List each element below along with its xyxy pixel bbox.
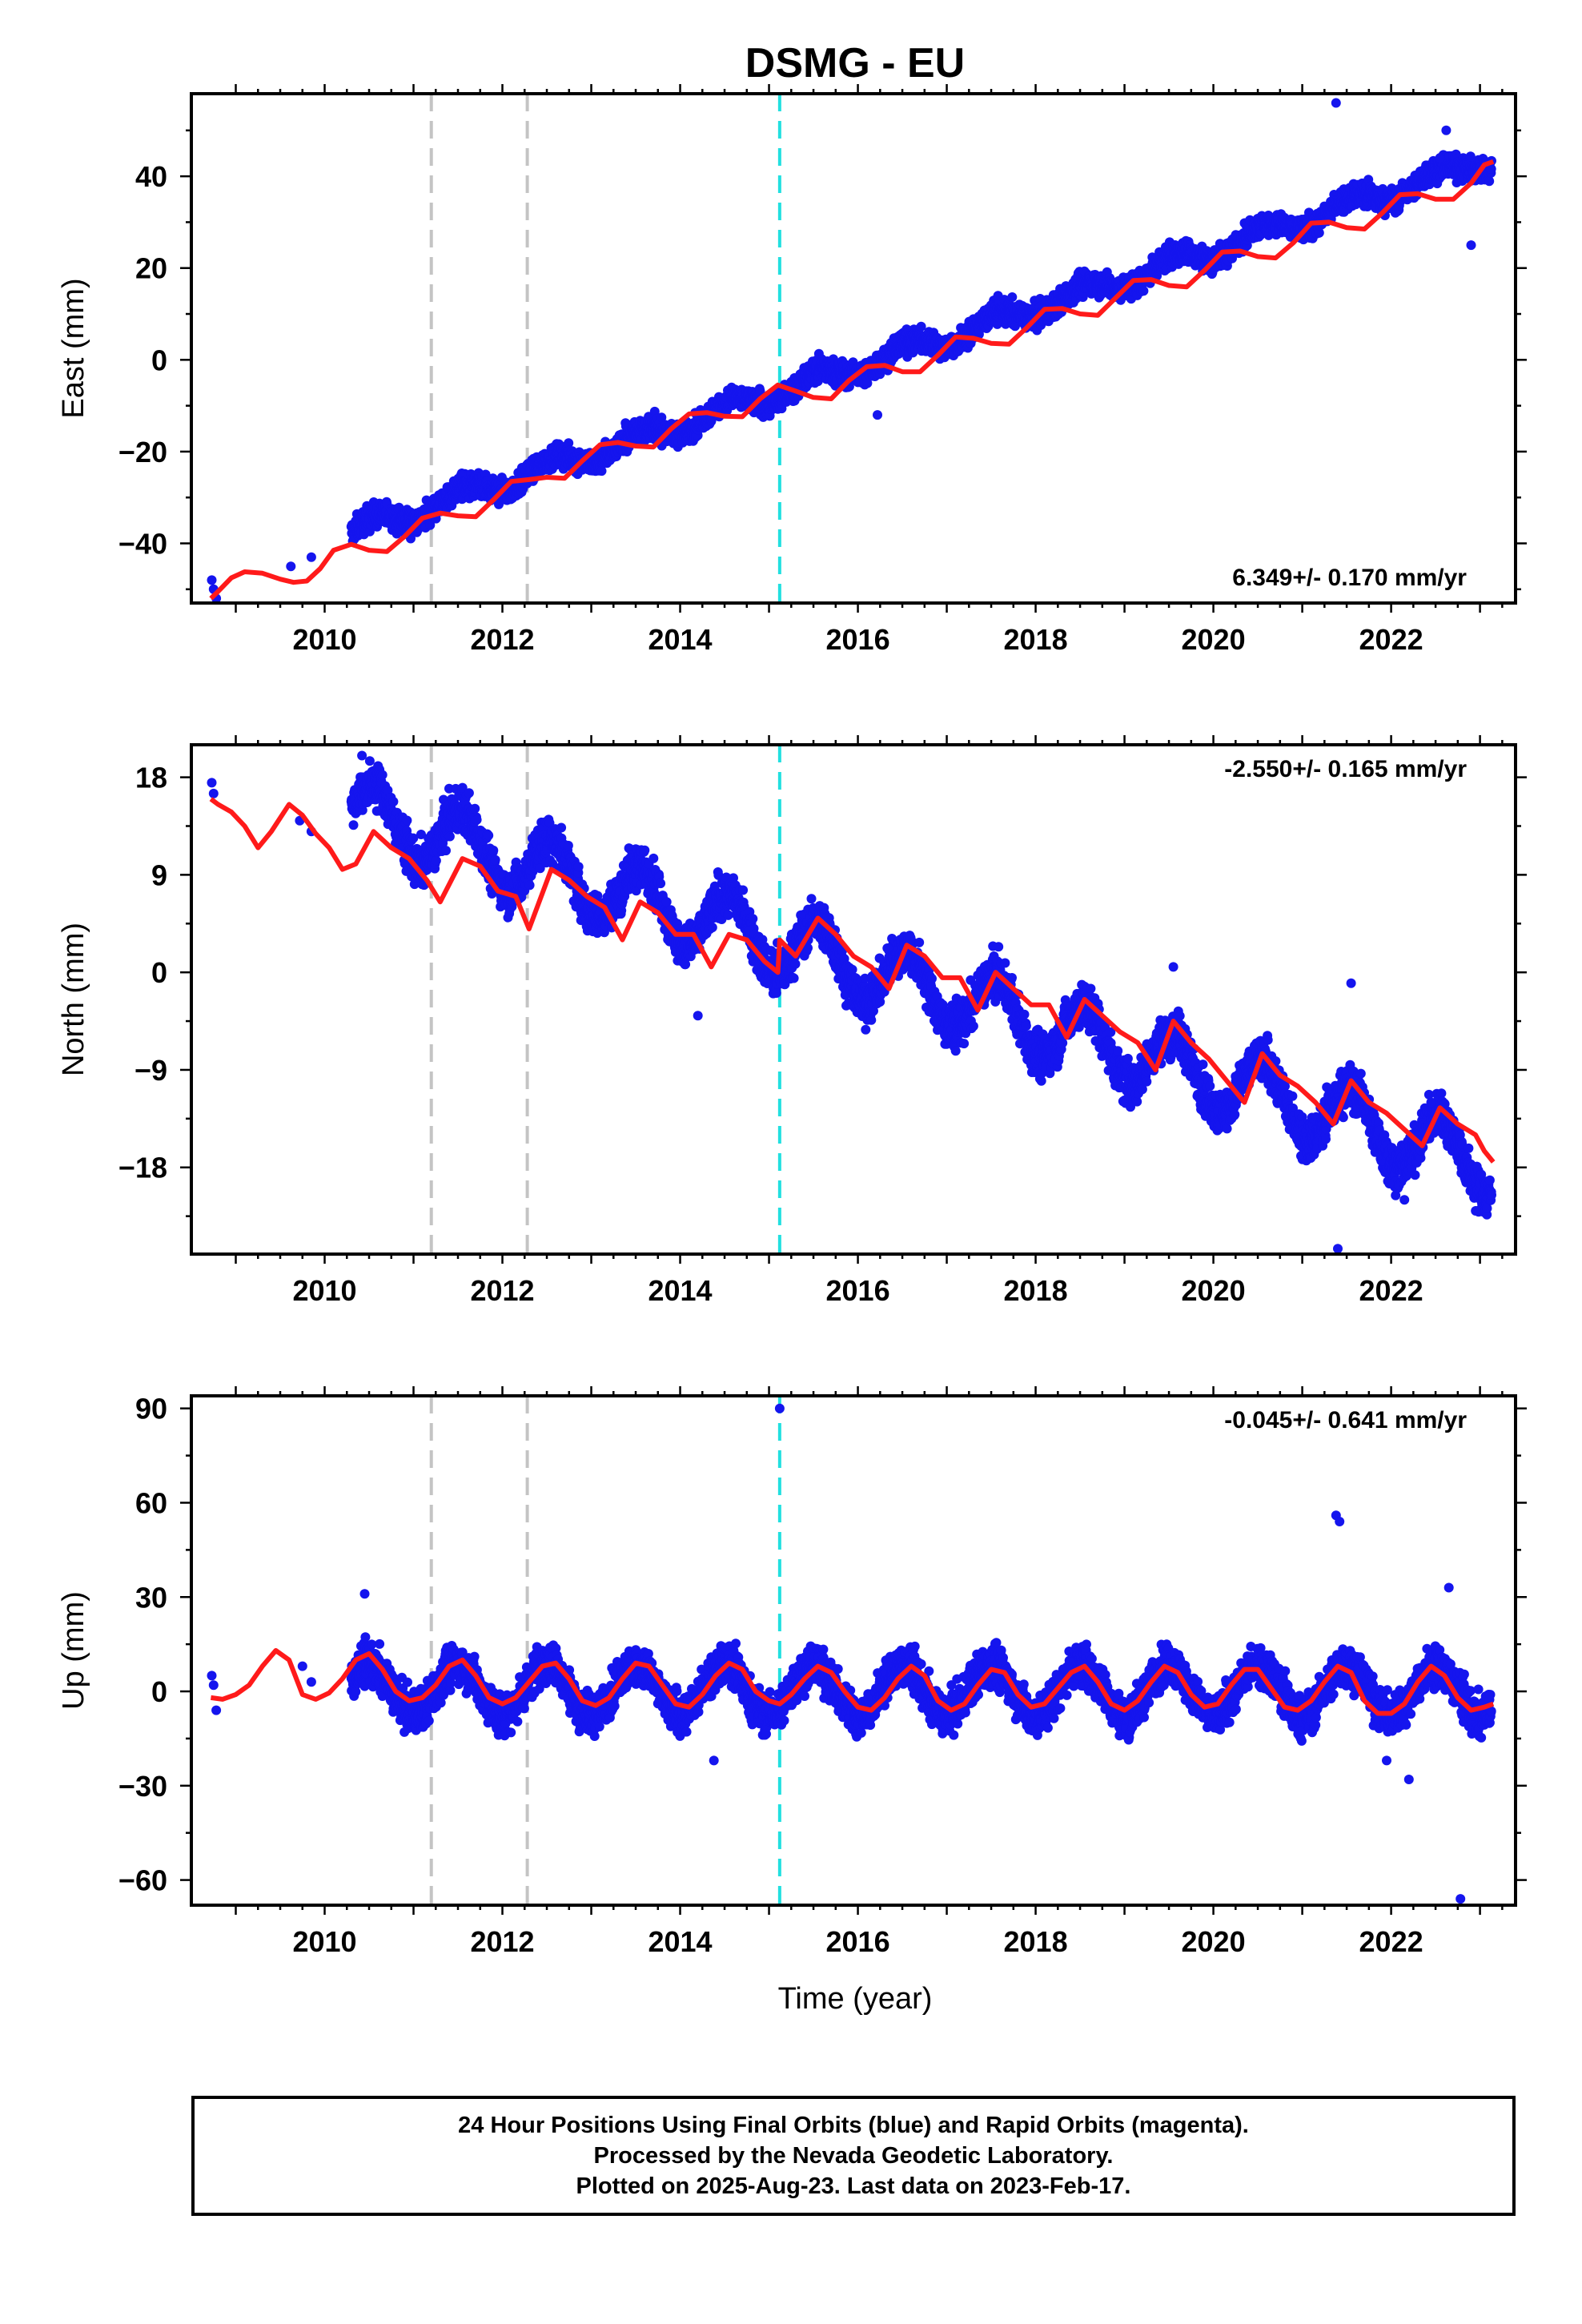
plot-frame — [190, 92, 1517, 605]
plot-area — [207, 94, 1496, 603]
data-point — [208, 788, 219, 798]
model-fit-line — [209, 159, 1495, 601]
data-point — [484, 830, 494, 841]
data-point — [564, 438, 574, 448]
data-point — [862, 378, 873, 388]
east-panel: 2010 2012 2014 2016 2018 2020 2022 −40 −20 0 20 40 E… — [57, 84, 1527, 656]
y-tick-label: 20 — [135, 252, 167, 285]
data-point — [1484, 176, 1495, 187]
data-point — [408, 833, 419, 843]
x-tick-label: 2010 — [292, 623, 356, 656]
data-point — [377, 770, 387, 780]
data-point — [402, 815, 412, 826]
data-point — [348, 820, 359, 830]
x-tick-label: 2012 — [470, 623, 534, 656]
data-point — [1138, 286, 1149, 296]
data-point — [1465, 151, 1476, 162]
data-point — [916, 321, 926, 332]
x-tick-label: 2014 — [648, 623, 712, 656]
chart-title: DSMG - EU — [745, 40, 965, 86]
data-point — [286, 561, 296, 572]
data-point — [406, 533, 416, 544]
position-points — [207, 750, 1496, 1254]
data-point — [1441, 125, 1452, 135]
data-point — [306, 552, 316, 562]
y-tick-label: 40 — [135, 160, 167, 193]
data-point — [490, 854, 500, 865]
y-tick-label: −40 — [118, 528, 167, 561]
x-tick-label: 2018 — [1004, 623, 1068, 656]
data-point — [488, 845, 499, 855]
data-point — [1007, 292, 1018, 302]
data-point — [470, 803, 480, 814]
data-point — [1331, 98, 1341, 108]
y-axis-label: East (mm) — [57, 278, 90, 418]
north-panel: 2010 2012 2014 2016 2018 2020 2022−18−90918Nor… — [57, 735, 1527, 1307]
data-point — [873, 410, 882, 420]
data-point — [207, 575, 217, 585]
data-point — [207, 778, 217, 788]
data-point — [1314, 227, 1324, 238]
data-point — [1486, 164, 1496, 174]
data-point — [388, 797, 399, 806]
data-point — [464, 788, 474, 798]
position-points — [207, 98, 1496, 603]
data-point — [472, 814, 482, 825]
data-point — [444, 831, 455, 842]
data-point — [441, 846, 451, 856]
data-point — [364, 756, 375, 766]
plot-area — [207, 745, 1496, 1254]
data-point — [596, 466, 607, 476]
x-tick-label: 2016 — [826, 623, 890, 656]
data-point — [431, 855, 441, 866]
x-tick-label: 2022 — [1359, 623, 1423, 656]
velocity-annotation: 6.349+/- 0.170 mm/yr — [1232, 565, 1467, 591]
data-point — [656, 412, 667, 423]
y-tick-label: 0 — [151, 344, 167, 376]
data-point — [1466, 240, 1476, 251]
data-point — [416, 830, 426, 839]
y-tick-label: −20 — [118, 436, 167, 468]
data-point — [1435, 153, 1445, 163]
x-tick-label: 2020 — [1182, 623, 1246, 656]
data-point — [383, 785, 393, 795]
